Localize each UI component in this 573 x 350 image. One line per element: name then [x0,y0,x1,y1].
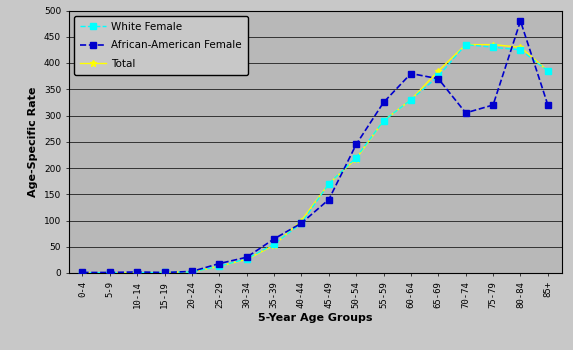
African-American Female [325,197,332,202]
African-American Female [353,142,360,146]
Total [79,271,86,275]
Line: African-American Female: African-American Female [79,18,551,276]
White Female [435,74,442,78]
Total [407,98,414,102]
African-American Female [79,270,86,274]
Total [134,271,140,275]
Total [270,243,277,247]
African-American Female [298,221,305,225]
Total [107,271,113,275]
African-American Female [517,19,524,23]
White Female [134,271,140,275]
Total [517,45,524,49]
African-American Female [189,270,195,274]
Total [544,69,551,73]
X-axis label: 5-Year Age Groups: 5-Year Age Groups [258,313,372,323]
African-American Female [490,103,497,107]
Total [353,156,360,161]
White Female [79,271,86,275]
White Female [325,182,332,186]
White Female [544,69,551,73]
White Female [407,98,414,102]
African-American Female [462,111,469,115]
Total [490,42,497,47]
White Female [244,257,250,261]
Y-axis label: Age-Specific Rate: Age-Specific Rate [28,86,38,197]
African-American Female [270,237,277,241]
Total [325,182,332,186]
White Female [161,270,168,274]
African-American Female [407,71,414,76]
White Female [216,264,223,268]
White Female [189,270,195,274]
African-American Female [216,261,223,266]
White Female [380,119,387,123]
Line: Total: Total [79,41,551,276]
White Female [353,155,360,160]
White Female [490,45,497,49]
Total [380,119,387,123]
White Female [517,48,524,52]
Total [462,42,469,47]
Total [435,69,442,73]
Total [244,257,250,261]
White Female [270,242,277,246]
White Female [298,221,305,225]
African-American Female [435,77,442,81]
African-American Female [161,270,168,274]
African-American Female [244,255,250,259]
Total [298,218,305,223]
African-American Female [544,103,551,107]
White Female [107,271,113,275]
White Female [462,42,469,47]
Total [161,270,168,274]
Total [189,270,195,274]
Legend: White Female, African-American Female, Total: White Female, African-American Female, T… [74,16,248,75]
Total [216,264,223,268]
African-American Female [380,100,387,104]
African-American Female [107,270,113,274]
African-American Female [134,270,140,274]
Line: White Female: White Female [80,42,551,275]
